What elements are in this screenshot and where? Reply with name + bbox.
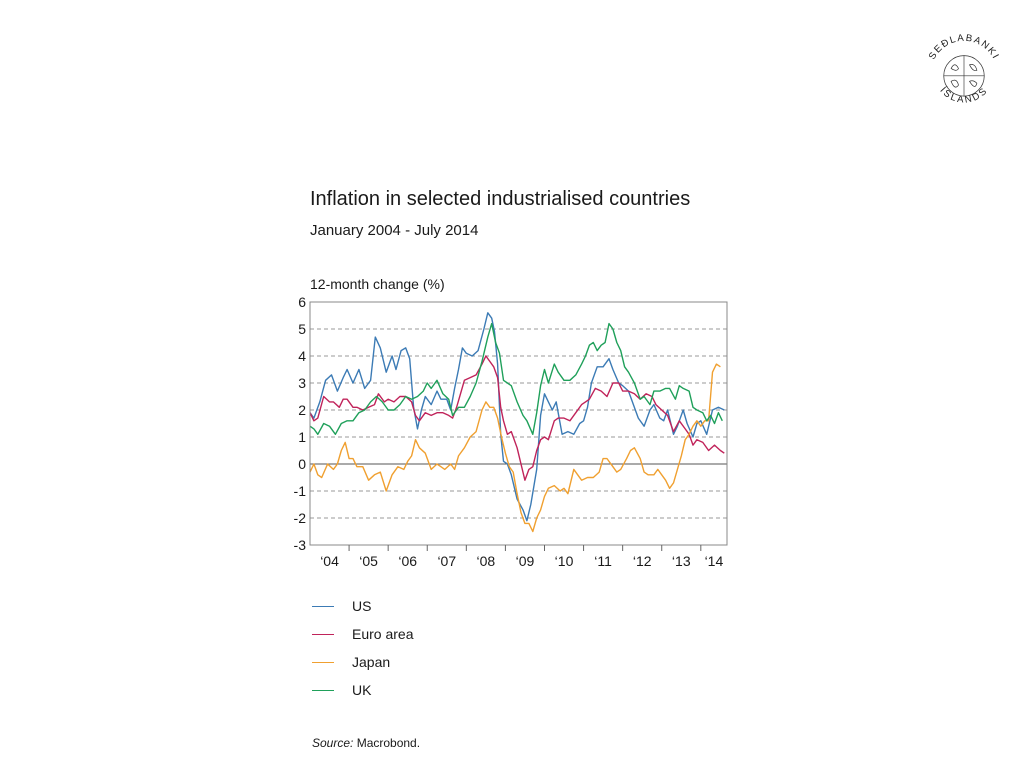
series-line-uk <box>309 322 723 435</box>
y-tick-label: -3 <box>294 537 307 553</box>
legend-swatch-uk <box>312 689 334 691</box>
y-tick-label: -1 <box>294 483 307 499</box>
x-tick-label: ‘12 <box>633 553 652 569</box>
plot-frame <box>309 301 728 546</box>
chart-legend: US Euro area Japan UK <box>312 592 413 704</box>
legend-swatch-euro-area <box>312 633 334 635</box>
central-bank-seal-logo: SEÐLABANKI ÍSLANDS <box>927 33 1000 106</box>
x-tick-label: ‘13 <box>672 553 691 569</box>
legend-item-us: US <box>312 592 413 620</box>
y-axis-label: 12-month change (%) <box>310 276 445 292</box>
chart-subtitle: January 2004 - July 2014 <box>310 222 479 239</box>
legend-label-euro-area: Euro area <box>352 626 414 642</box>
series-line-us <box>309 312 725 522</box>
legend-swatch-us <box>312 605 334 607</box>
legend-item-japan: Japan <box>312 648 413 676</box>
x-tick-label: ‘09 <box>516 553 535 569</box>
y-tick-label: 6 <box>298 294 306 310</box>
legend-swatch-japan <box>312 661 334 663</box>
x-tick-label: ‘04 <box>320 553 339 569</box>
x-tick-label: ‘10 <box>555 553 574 569</box>
source-prefix: Source: <box>312 736 354 750</box>
x-tick-label: ‘14 <box>705 553 724 569</box>
legend-item-euro-area: Euro area <box>312 620 413 648</box>
inflation-line-chart: 12-month change (%) 6 5 4 3 2 1 0 -1 -2 -3 ‘04 ‘05 ‘… <box>294 276 728 569</box>
x-tick-label: ‘11 <box>594 553 612 569</box>
y-tick-label: -2 <box>294 510 307 526</box>
chart-title: Inflation in selected industrialised cou… <box>310 188 691 210</box>
x-tick-label: ‘07 <box>437 553 456 569</box>
legend-label-japan: Japan <box>352 654 391 670</box>
x-tick-label: ‘06 <box>398 553 417 569</box>
y-tick-label: 0 <box>298 456 306 472</box>
legend-item-uk: UK <box>312 676 413 704</box>
series-line-japan <box>309 363 721 533</box>
x-tick-label: ‘05 <box>359 553 378 569</box>
series-line-euro-area <box>309 355 725 481</box>
source-text: Macrobond. <box>353 736 421 750</box>
y-tick-label: 3 <box>298 375 306 391</box>
y-tick-label: 1 <box>298 429 306 445</box>
y-tick-label: 5 <box>298 321 306 337</box>
legend-label-uk: UK <box>352 682 372 698</box>
source-note: Source: Macrobond. <box>312 736 420 750</box>
y-tick-label: 2 <box>298 402 306 418</box>
legend-label-us: US <box>352 598 372 614</box>
y-tick-label: 4 <box>298 348 306 364</box>
x-tick-label: ‘08 <box>477 553 496 569</box>
